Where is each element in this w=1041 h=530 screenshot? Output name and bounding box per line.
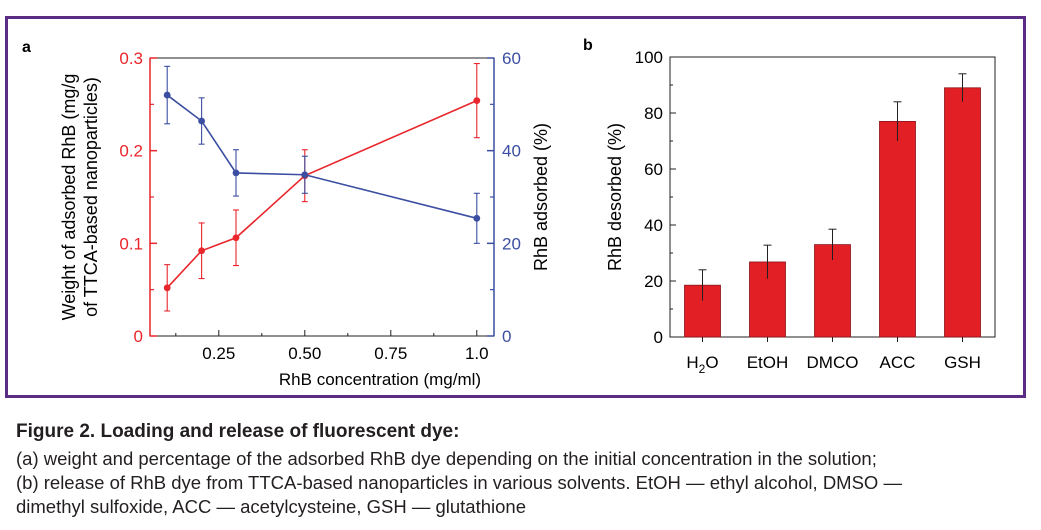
right-axis-label: RhB adsorbed (%)	[531, 123, 551, 271]
series-line-right	[166, 94, 477, 220]
figure-caption: Figure 2. Loading and release of fluores…	[16, 420, 1028, 519]
caption-line: (b) release of RhB dye from TTCA-based n…	[16, 472, 902, 493]
caption-body: (a) weight and percentage of the adsorbe…	[16, 447, 1028, 519]
right-tick-label: 60	[502, 49, 521, 68]
data-point	[163, 91, 171, 99]
data-point	[163, 284, 171, 292]
series-layer	[163, 63, 481, 312]
data-point	[198, 117, 206, 125]
data-point	[473, 214, 481, 222]
figure-frame	[5, 16, 1026, 398]
data-point	[232, 234, 240, 242]
left-axis-label-line2: of TTCA-based nanoparticles)	[81, 77, 101, 317]
x-axis-label: RhB concentration (mg/ml)	[279, 370, 481, 389]
data-point	[301, 171, 309, 179]
x-tick-label: 0.25	[202, 344, 235, 363]
x-tick-label: 0.75	[374, 344, 407, 363]
right-axis-ticks: 0 20 40 60	[487, 49, 521, 346]
y-tick-label: 80	[644, 104, 663, 123]
category-labels: H2O EtOH DMCO ACC GSH	[686, 337, 981, 376]
right-tick-label: 20	[502, 234, 521, 253]
left-axis-label-line1: Weight of adsorbed RhB (mg/g	[59, 74, 79, 321]
y-axis-ticks: 0 20 40 60 80 100	[635, 48, 676, 347]
caption-line: dimethyl sulfoxide, ACC — acetylcysteine…	[16, 496, 527, 517]
category-label: GSH	[944, 353, 981, 372]
left-tick-label: 0.3	[119, 49, 143, 68]
category-label: ACC	[880, 353, 916, 372]
x-tick-label: 1.0	[465, 344, 489, 363]
y-tick-label: 60	[644, 160, 663, 179]
panel-b-letter: b	[583, 37, 593, 54]
y-tick-label: 100	[635, 48, 663, 67]
y-axis-label: RhB desorbed (%)	[605, 123, 625, 271]
bars-layer	[684, 73, 981, 338]
left-axis-ticks: 0 0.1 0.2 0.3	[119, 49, 157, 346]
left-tick-label: 0	[134, 327, 143, 346]
data-point	[198, 247, 206, 255]
x-tick-label: 0.50	[288, 344, 321, 363]
left-tick-label: 0.1	[119, 234, 143, 253]
y-tick-label: 0	[654, 328, 663, 347]
series-line-left	[166, 99, 478, 289]
chart-panel-a: a 0 0.1 0.2 0.3 0 20 40 60 0.25 0.50 0.75 1.0 RhB…	[22, 39, 551, 389]
bar	[944, 87, 981, 338]
category-label: DMCO	[807, 353, 859, 372]
right-tick-label: 40	[502, 142, 521, 161]
category-label: H2O	[686, 353, 718, 376]
bar	[879, 121, 916, 338]
category-label: EtOH	[747, 353, 789, 372]
chart-panel-b: b 0 20 40 60 80 100 H2O EtOH DMCO ACC GSH RhB des…	[583, 37, 996, 376]
panel-a-letter: a	[22, 39, 31, 56]
right-tick-label: 0	[502, 327, 511, 346]
y-tick-label: 40	[644, 216, 663, 235]
data-point	[232, 169, 240, 177]
figure-canvas: a 0 0.1 0.2 0.3 0 20 40 60 0.25 0.50 0.75 1.0 RhB…	[22, 37, 996, 389]
x-axis-ticks: 0.25 0.50 0.75 1.0	[175, 330, 489, 363]
y-tick-label: 20	[644, 272, 663, 291]
data-point	[473, 97, 481, 105]
caption-title: Figure 2. Loading and release of fluores…	[16, 421, 460, 442]
left-tick-label: 0.2	[119, 142, 143, 161]
caption-line: (a) weight and percentage of the adsorbe…	[16, 448, 877, 469]
